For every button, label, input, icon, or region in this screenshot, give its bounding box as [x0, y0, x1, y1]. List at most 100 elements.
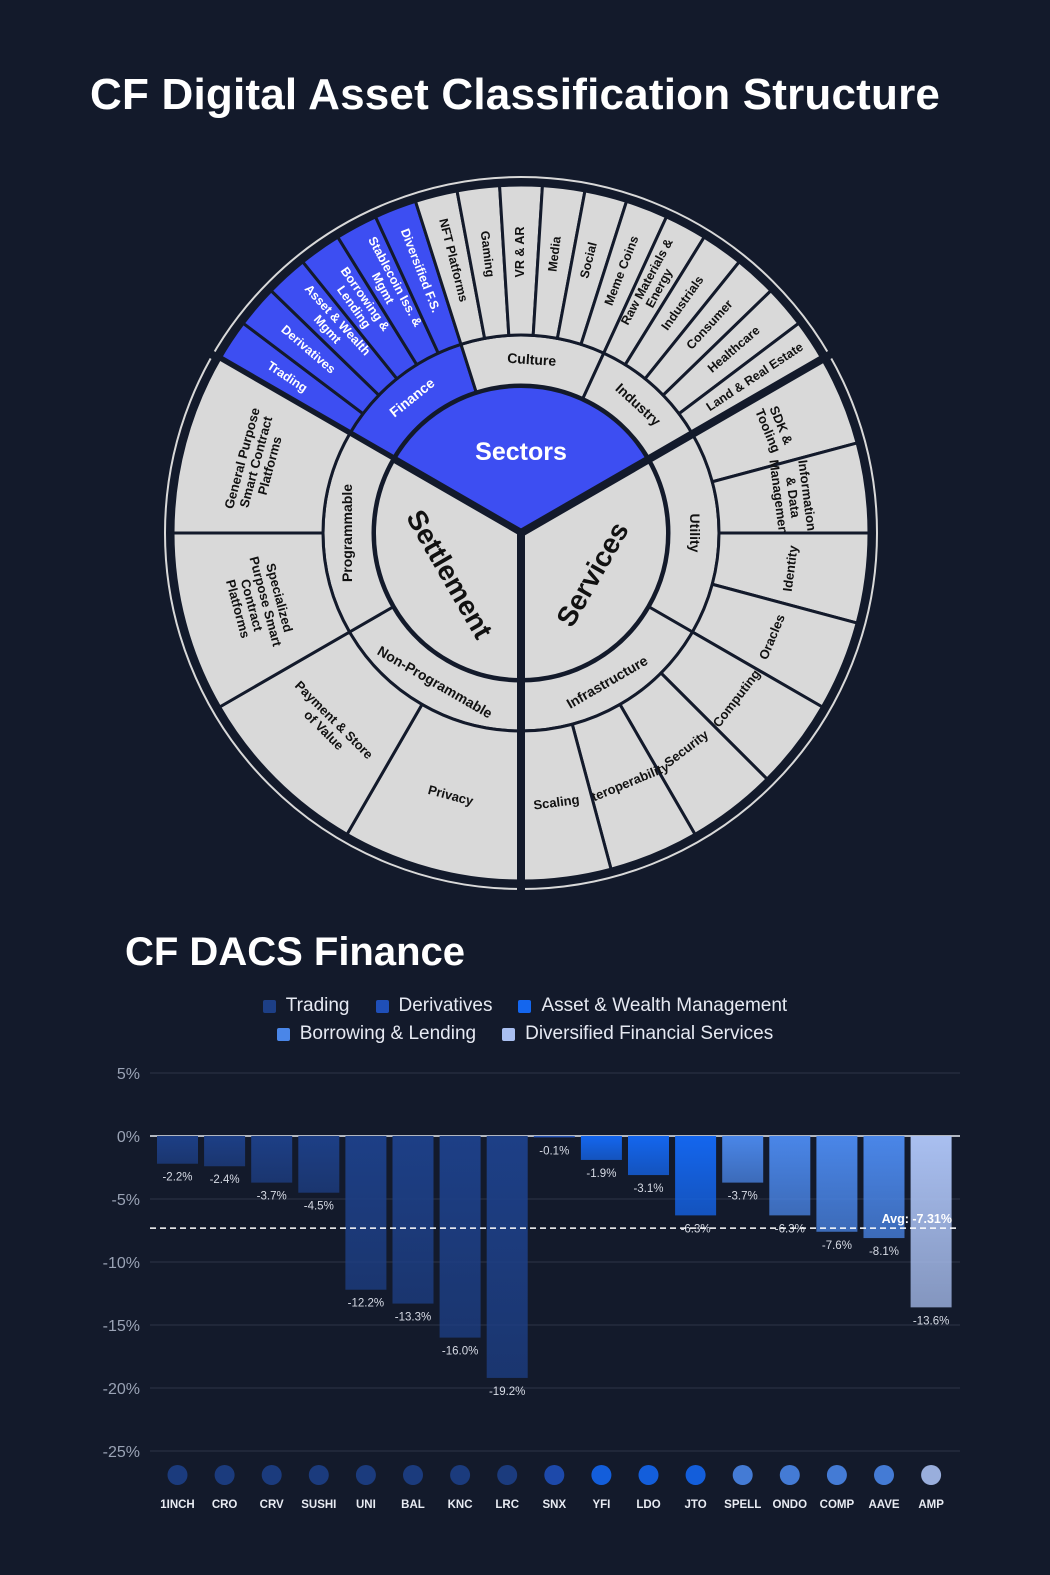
segment-label-scaling: Scaling — [533, 792, 581, 813]
data-label: -12.2% — [348, 1298, 384, 1310]
snx-token-icon — [544, 1465, 565, 1485]
label-line: Sectors — [475, 438, 567, 466]
data-label: -6.3% — [775, 1223, 805, 1235]
x-tick-label: SPELL — [724, 1499, 761, 1511]
y-tick-label: -5% — [112, 1192, 140, 1209]
legend-item-asset-wealth: Asset & Wealth Management — [518, 995, 787, 1017]
label-line: Media — [546, 235, 564, 273]
segment-label-identity: Identity — [780, 544, 801, 593]
legend-label: Asset & Wealth Management — [541, 995, 788, 1016]
chart-title: CF DACS Finance — [125, 930, 466, 974]
bar-jto — [675, 1136, 717, 1216]
segment-general-purpose-smart-contract-platforms — [171, 356, 352, 535]
data-label: -19.2% — [489, 1386, 525, 1398]
x-tick-label: SUSHI — [301, 1499, 336, 1511]
x-tick-label: AAVE — [868, 1499, 899, 1511]
segment-label-gaming: Gaming — [477, 230, 497, 278]
legend-label: Trading — [285, 995, 350, 1016]
label-line: & Data — [783, 476, 803, 520]
x-tick-label: ONDO — [773, 1499, 808, 1511]
uni-token-icon — [355, 1465, 376, 1485]
bar-spell — [722, 1136, 764, 1183]
label-line: VR & AR — [513, 227, 527, 278]
crv-token-icon — [261, 1465, 282, 1485]
data-label: -2.4% — [210, 1174, 240, 1186]
center-label-sectors: Sectors — [475, 438, 567, 466]
bar-cro — [204, 1136, 246, 1167]
bar-knc — [439, 1136, 481, 1338]
x-tick-label: YFI — [592, 1499, 610, 1511]
cro-token-icon — [214, 1465, 235, 1485]
data-label: -1.9% — [586, 1168, 616, 1180]
legend-swatch — [276, 1027, 290, 1041]
bar-ondo — [769, 1136, 811, 1216]
x-tick-label: JTO — [685, 1499, 707, 1511]
bar-lrc — [486, 1136, 528, 1378]
bar-crv — [251, 1136, 293, 1183]
amp-token-icon — [921, 1465, 942, 1485]
wheel-title: CF Digital Asset Classification Structur… — [90, 70, 941, 119]
legend-swatch — [518, 999, 532, 1013]
bar-snx — [533, 1136, 575, 1138]
finance-bar-chart: 5% 0% -5% -10% -15% -20% -25% -2.2% 1INCH -2.4% CR… — [103, 1066, 960, 1511]
legend-item-derivatives: Derivatives — [375, 995, 493, 1017]
x-tick-label: AMP — [918, 1499, 944, 1511]
label-line: Scaling — [533, 792, 581, 813]
x-tick-label: COMP — [820, 1499, 855, 1511]
chart-legend: Trading Derivatives Asset & Wealth Manag… — [0, 995, 1050, 1051]
label-line: Culture — [507, 350, 557, 369]
subgroup-label-culture: Culture — [507, 350, 557, 369]
data-label: -2.2% — [162, 1172, 192, 1184]
bar-ldo — [628, 1136, 669, 1176]
label-line: Utility — [687, 514, 703, 553]
data-label: -16.0% — [442, 1346, 478, 1358]
x-tick-label: CRO — [212, 1499, 238, 1511]
legend-item-borrowing: Borrowing & Lending — [276, 1023, 477, 1045]
bar-bal — [392, 1136, 434, 1304]
x-tick-label: KNC — [448, 1499, 473, 1511]
legend-label: Derivatives — [398, 995, 493, 1016]
spell-token-icon — [732, 1465, 753, 1485]
data-label: -3.7% — [728, 1191, 758, 1203]
legend-label: Diversified Financial Services — [525, 1023, 774, 1044]
data-label: -13.6% — [913, 1315, 949, 1327]
legend-label: Borrowing & Lending — [299, 1023, 477, 1044]
jto-token-icon — [685, 1465, 706, 1485]
legend-swatch — [375, 999, 389, 1013]
y-tick-label: -25% — [103, 1444, 140, 1461]
x-tick-label: 1INCH — [160, 1499, 195, 1511]
x-tick-label: LRC — [495, 1499, 519, 1511]
label-line: Gaming — [477, 230, 497, 278]
data-label: -8.1% — [869, 1246, 899, 1258]
comp-token-icon — [826, 1465, 847, 1485]
legend-swatch — [502, 1027, 516, 1041]
data-label: -13.3% — [395, 1312, 431, 1324]
y-tick-label: -15% — [103, 1318, 140, 1335]
ldo-token-icon — [638, 1465, 659, 1485]
knc-token-icon — [450, 1465, 471, 1485]
bar-comp — [816, 1136, 858, 1232]
data-label: -3.7% — [257, 1191, 287, 1203]
yfi-token-icon — [591, 1465, 612, 1485]
major-divider — [519, 350, 834, 537]
data-label: -0.1% — [539, 1146, 569, 1158]
bar-yfi — [580, 1136, 622, 1160]
1inch-token-icon — [167, 1465, 188, 1485]
bar-1inch — [157, 1136, 198, 1164]
subgroup-label-programmable: Programmable — [339, 484, 355, 582]
bar-sushi — [298, 1136, 340, 1193]
bal-token-icon — [403, 1465, 423, 1485]
subgroup-label-utility: Utility — [687, 514, 703, 553]
label-line: Identity — [780, 544, 801, 593]
legend-item-trading: Trading — [262, 995, 350, 1017]
y-tick-label: -10% — [103, 1255, 140, 1272]
bar-aave — [863, 1136, 905, 1239]
legend-item-diversified: Diversified Financial Services — [502, 1023, 773, 1045]
y-tick-label: 0% — [117, 1129, 140, 1146]
segment-label-vr-ar: VR & AR — [513, 227, 527, 278]
segment-label-media: Media — [546, 235, 564, 273]
y-tick-label: -20% — [103, 1381, 140, 1398]
bar-amp — [910, 1136, 952, 1308]
data-label: -3.1% — [633, 1183, 663, 1195]
